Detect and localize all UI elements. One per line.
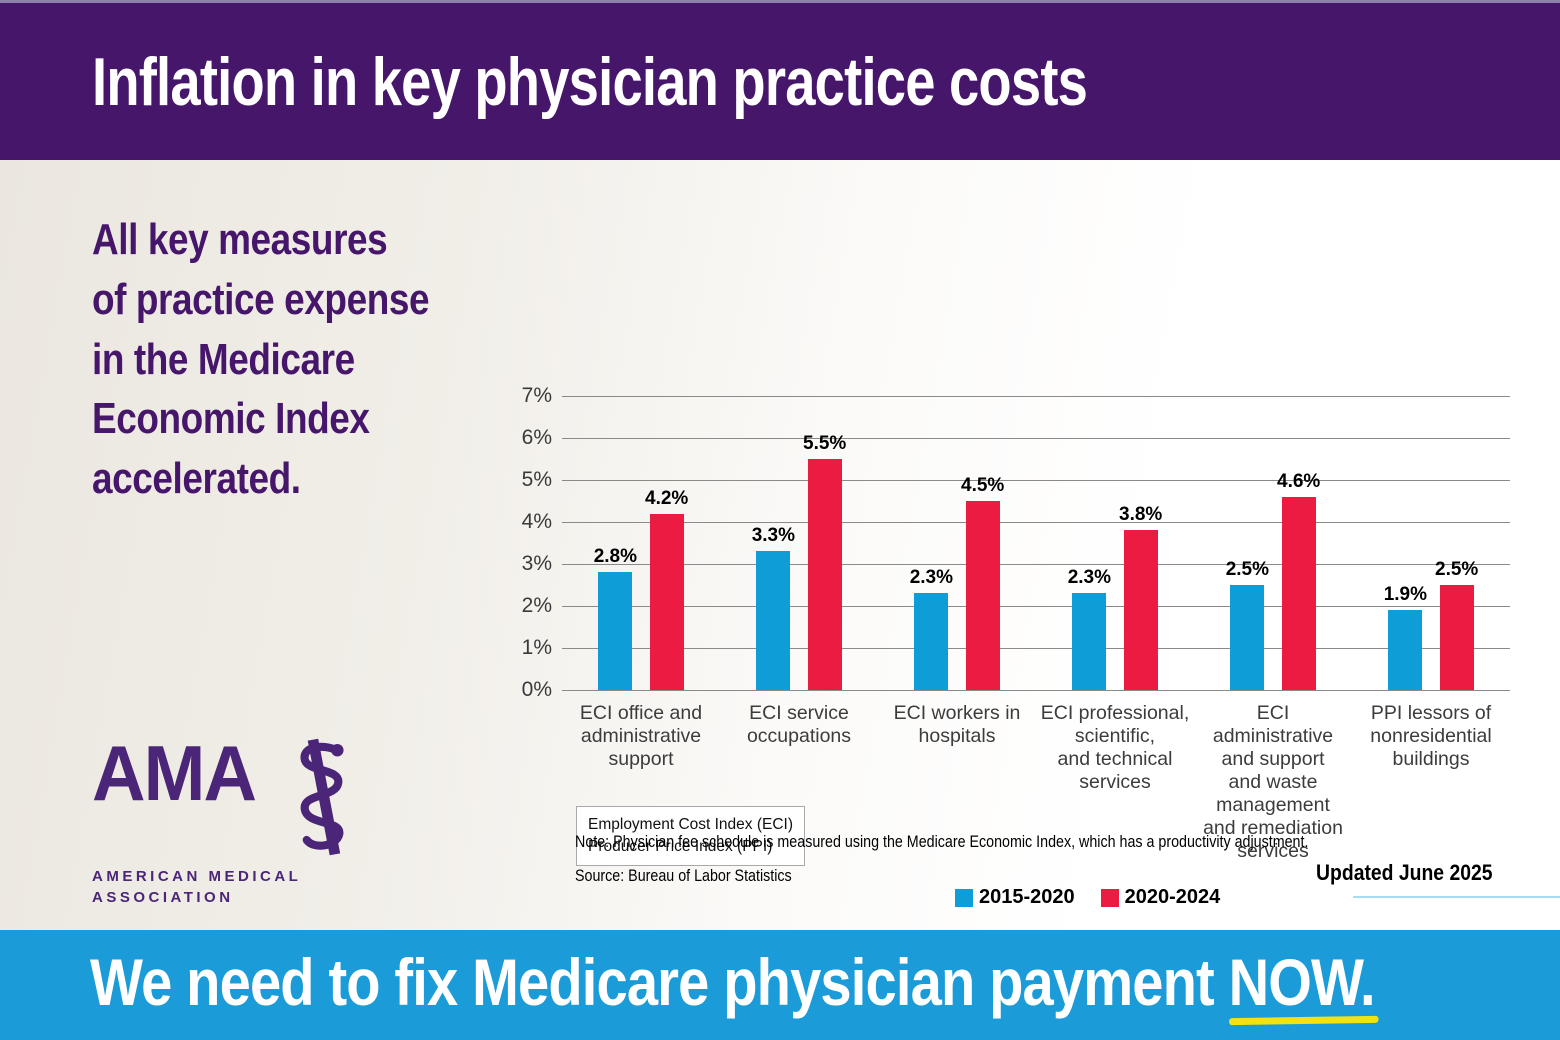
legend-swatch-1 — [1100, 888, 1119, 907]
legend-item-1: 2020-2024 — [1100, 886, 1221, 909]
y-axis: 0% 1% 2% 3% 4% 5% 6% 7% — [500, 384, 552, 701]
bar-value-label: 4.5% — [961, 475, 1005, 496]
updated-underline — [1353, 896, 1560, 898]
category-axis: ECI office and administrative support ECI… — [562, 690, 1510, 863]
bar-s0-c4 — [1230, 585, 1265, 690]
ama-logo-acronym: AMA — [92, 729, 257, 817]
bar-col-s1-c4: 4.6% — [1277, 396, 1320, 690]
bar-s1-c3 — [1123, 530, 1158, 690]
bar-group-1: 3.3% 5.5% — [720, 396, 878, 690]
bar-value-label: 4.6% — [1277, 470, 1321, 492]
bar-value-label: 2.5% — [1225, 559, 1269, 580]
bar-s0-c0 — [598, 572, 633, 690]
y-tick-label: 1% — [521, 636, 552, 659]
y-tick-label: 0% — [521, 678, 552, 701]
bar-col-s0-c1: 3.3% — [752, 396, 795, 690]
bar-col-s1-c2: 4.5% — [961, 396, 1004, 690]
bar-col-s0-c4: 2.5% — [1226, 396, 1269, 690]
gridline-2 — [562, 605, 1510, 607]
header-banner: Inflation in key physician practice cost… — [0, 3, 1560, 160]
legend-label-0: 2015-2020 — [979, 886, 1075, 908]
chart-note: Note: Physician fee schedule is measured… — [575, 832, 1309, 851]
bar-value-label: 3.8% — [1119, 504, 1163, 526]
updated-date: Updated June 2025 — [1316, 860, 1493, 885]
bar-chart: 0% 1% 2% 3% 4% 5% 6% 7% 2.8% 4.2% 3.3% 5.5% 2.3% 4.5… — [500, 372, 1510, 908]
legend-item-0: 2015-2020 — [955, 886, 1075, 909]
bar-col-s1-c3: 3.8% — [1119, 396, 1162, 690]
bar-s1-c4 — [1281, 496, 1316, 690]
cta-highlight: NOW. — [1229, 940, 1376, 1026]
bar-col-s1-c1: 5.5% — [803, 396, 846, 690]
legend-label-1: 2020-2024 — [1124, 886, 1221, 908]
bar-s0-c2 — [914, 593, 949, 690]
category-label: PPI lessors of nonresidential buildings — [1370, 702, 1492, 770]
key-message: All key measures of practice expense in … — [92, 215, 430, 504]
bar-s1-c0 — [649, 513, 684, 690]
bar-s0-c5 — [1388, 610, 1423, 690]
y-tick-label: 2% — [521, 594, 552, 617]
bar-value-label: 3.3% — [751, 525, 795, 547]
bar-col-s0-c2: 2.3% — [910, 396, 953, 690]
ama-logo-line2: ASSOCIATION — [92, 889, 234, 906]
plot-wrap: 0% 1% 2% 3% 4% 5% 6% 7% 2.8% 4.2% 3.3% 5.5% 2.3% 4.5… — [500, 372, 1510, 701]
bar-group-2: 2.3% 4.5% — [878, 396, 1036, 690]
bar-group-4: 2.5% 4.6% — [1194, 396, 1352, 690]
bar-s1-c5 — [1439, 585, 1474, 690]
gridline-1 — [562, 647, 1510, 649]
gridline-6 — [562, 437, 1510, 439]
index-definition-box: Employment Cost Index (ECI) Producer Pri… — [576, 806, 806, 866]
gridline-5 — [562, 479, 1510, 481]
y-tick-label: 3% — [521, 552, 552, 575]
bar-value-label: 2.5% — [1435, 559, 1479, 580]
bar-group-3: 2.3% 3.8% — [1036, 396, 1194, 690]
category-label: ECI service occupations — [746, 702, 852, 747]
call-to-action: We need to fix Medicare physician paymen… — [90, 940, 1376, 1026]
gridline-3 — [562, 563, 1510, 565]
plot-area: 2.8% 4.2% 3.3% 5.5% 2.3% 4.5% 2.3% 3.8% 2.5% 4.6%… — [562, 395, 1510, 691]
gridline-4 — [562, 521, 1510, 523]
bar-s1-c1 — [807, 459, 842, 690]
y-tick-label: 7% — [521, 384, 552, 407]
bar-col-s0-c3: 2.3% — [1068, 396, 1111, 690]
gridline-0 — [562, 689, 1510, 691]
category-label: ECI administrative and support and waste… — [1203, 702, 1343, 862]
bar-value-label: 4.2% — [645, 487, 689, 509]
chart-source: Source: Bureau of Labor Statistics — [575, 866, 792, 885]
bar-value-label: 1.9% — [1383, 584, 1427, 606]
main-section: All key measures of practice expense in … — [0, 160, 1560, 930]
bar-s1-c2 — [965, 501, 1000, 690]
bar-col-s0-c0: 2.8% — [594, 396, 637, 690]
bar-col-s1-c0: 4.2% — [645, 396, 688, 690]
legend-swatch-0 — [955, 888, 973, 907]
bar-value-label: 2.8% — [593, 546, 637, 568]
bar-col-s1-c5: 2.5% — [1435, 396, 1478, 690]
ama-logo-line1: AMERICAN MEDICAL — [92, 868, 302, 885]
ama-logo: AMA AMERICAN MEDICAL ASSOCIATION — [92, 729, 344, 906]
y-tick-label: 6% — [521, 426, 552, 449]
bar-col-s0-c5: 1.9% — [1384, 396, 1427, 690]
page-title: Inflation in key physician practice cost… — [92, 43, 1088, 120]
bar-value-label: 2.3% — [1067, 567, 1111, 589]
bars-layer: 2.8% 4.2% 3.3% 5.5% 2.3% 4.5% 2.3% 3.8% 2.5% 4.6%… — [562, 396, 1510, 690]
caduceus-icon — [258, 738, 344, 861]
y-tick-label: 4% — [521, 510, 552, 533]
bar-s0-c3 — [1072, 593, 1107, 690]
y-tick-label: 5% — [521, 468, 552, 491]
bar-group-0: 2.8% 4.2% — [562, 396, 720, 690]
series-legend: 2015-2020 2020-2024 — [955, 886, 1220, 909]
category-label: ECI office and administrative support — [579, 702, 703, 770]
bar-s0-c1 — [756, 551, 791, 690]
footer-banner: We need to fix Medicare physician paymen… — [0, 930, 1560, 1040]
bar-value-label: 2.3% — [909, 567, 953, 589]
category-label: ECI workers in hospitals — [893, 702, 1021, 747]
top-strip — [0, 0, 1560, 3]
gridline-7 — [562, 395, 1510, 397]
cta-text: We need to fix Medicare physician paymen… — [90, 945, 1229, 1019]
bar-value-label: 5.5% — [803, 433, 847, 454]
category-label: ECI professional, scientific, and techni… — [1040, 702, 1190, 793]
bar-group-5: 1.9% 2.5% — [1352, 396, 1510, 690]
